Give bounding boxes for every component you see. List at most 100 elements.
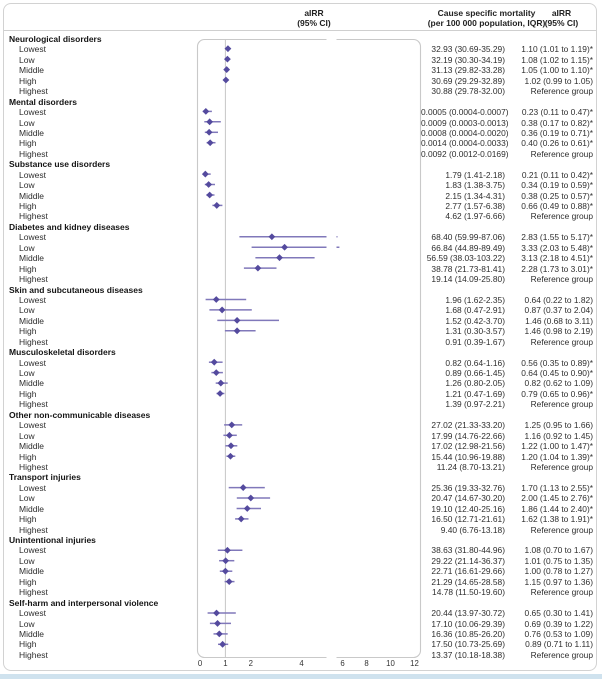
category-label: Musculoskeletal disorders <box>9 347 116 358</box>
table-row: Low 0.89 (0.66-1.45) 0.64 (0.45 to 0.90)* <box>4 368 596 378</box>
table-row: High 2.77 (1.57-6.38) 0.66 (0.49 to 0.88)* <box>4 201 596 211</box>
empty-cell <box>508 97 596 107</box>
quintile-label: Middle <box>19 315 45 326</box>
airr-value: Reference group <box>530 461 593 472</box>
mortality-value: 1.21 (0.47-1.69) <box>445 388 505 399</box>
table-row: Highest 1.39 (0.97-2.21) Reference group <box>4 399 596 409</box>
plot-space <box>197 180 421 190</box>
airr-value: 1.02 (0.99 to 1.05) <box>524 75 593 86</box>
quintile-label: Highest <box>19 649 48 660</box>
mortality-value: 11.24 (8.70-13.21) <box>436 461 505 472</box>
airr-value: 0.65 (0.30 to 1.41) <box>524 608 593 619</box>
quintile-label: Lowest <box>19 545 46 556</box>
table-row: Low 32.19 (30.30-34.19) 1.08 (1.02 to 1.15… <box>4 55 596 65</box>
empty-cell <box>421 347 508 357</box>
plot-space <box>197 545 421 555</box>
category-label: Neurological disorders <box>9 34 102 44</box>
table-row: High 38.78 (21.73-81.41) 2.28 (1.73 to 3.0… <box>4 264 596 274</box>
airr-value: Reference group <box>530 399 593 410</box>
category-label: Transport injuries <box>9 472 81 483</box>
quintile-label: Middle <box>19 503 45 514</box>
table-row: Lowest 0.82 (0.64-1.16) 0.56 (0.35 to 0.89… <box>4 358 596 368</box>
mortality-value: 15.44 (10.96-19.88) <box>431 451 505 462</box>
mortality-value: 0.0009 (0.0003-0.0013) <box>421 117 509 128</box>
quintile-label: Highest <box>19 524 48 535</box>
airr-value: Reference group <box>530 211 593 222</box>
plot-space <box>197 149 421 159</box>
airr-value: 0.64 (0.45 to 0.90)* <box>521 368 593 378</box>
quintile-label: Low <box>19 618 35 629</box>
empty-cell <box>421 222 508 232</box>
category-label: Other non-communicable diseases <box>9 409 151 420</box>
plot-space <box>197 65 421 75</box>
plot-column-header-line1: aIRR <box>304 8 324 18</box>
airr-value: 0.21 (0.11 to 0.42)* <box>521 169 593 180</box>
airr-value: 0.34 (0.19 to 0.59)* <box>521 180 593 191</box>
table-row: High 30.69 (29.29-32.89) 1.02 (0.99 to 1.0… <box>4 76 596 86</box>
table-row: Low 66.84 (44.89-89.49) 3.33 (2.03 to 5.48… <box>4 243 596 253</box>
empty-cell <box>421 598 508 608</box>
table-row: Lowest 32.93 (30.69-35.29) 1.10 (1.01 to 1… <box>4 44 596 54</box>
airr-value: Reference group <box>530 86 593 97</box>
axis-tick-label: 12 <box>410 659 419 668</box>
quintile-label: High <box>19 388 37 399</box>
mortality-value: 17.99 (14.76-22.66) <box>431 430 505 441</box>
plot-space <box>197 556 421 566</box>
plot-space <box>197 608 421 618</box>
mortality-value: 1.68 (0.47-2.91) <box>445 305 505 316</box>
section-row: Neurological disorders <box>4 34 596 44</box>
table-row: Lowest 0.0005 (0.0004-0.0007) 0.23 (0.11 t… <box>4 107 596 117</box>
plot-space <box>197 86 421 96</box>
quintile-label: Middle <box>19 441 45 452</box>
table-row: Highest 4.62 (1.97-6.66) Reference group <box>4 211 596 221</box>
plot-space <box>197 514 421 524</box>
header-divider <box>4 30 596 31</box>
airr-value: 0.82 (0.62 to 1.09) <box>524 378 593 389</box>
quintile-label: High <box>19 514 37 525</box>
axis-tick-label: 8 <box>364 659 369 668</box>
plot-space <box>197 264 421 274</box>
quintile-label: Lowest <box>19 232 46 243</box>
airr-value: 1.20 (1.04 to 1.39)* <box>521 451 593 462</box>
plot-space <box>197 337 421 347</box>
plot-space <box>197 483 421 493</box>
section-row: Unintentional injuries <box>4 535 596 545</box>
plot-space <box>197 347 421 357</box>
plot-space <box>197 253 421 263</box>
plot-space <box>197 305 421 315</box>
table-row: Middle 22.71 (16.61-29.66) 1.00 (0.78 to 1… <box>4 566 596 576</box>
mortality-value: 1.83 (1.38-3.75) <box>445 180 505 191</box>
plot-space <box>197 222 421 232</box>
plot-space <box>197 138 421 148</box>
quintile-label: Middle <box>19 378 45 389</box>
mortality-value: 17.02 (12.98-21.56) <box>431 441 505 452</box>
plot-space <box>197 619 421 629</box>
quintile-label: Highest <box>19 274 48 285</box>
table-row: Middle 1.26 (0.80-2.05) 0.82 (0.62 to 1.09… <box>4 378 596 388</box>
plot-space <box>197 587 421 597</box>
airr-value: Reference group <box>530 336 593 347</box>
airr-value: Reference group <box>530 649 593 660</box>
airr-value: 0.40 (0.26 to 0.61)* <box>521 138 593 149</box>
plot-space <box>197 34 421 44</box>
table-row: Lowest 68.40 (59.99-87.06) 2.83 (1.55 to 5… <box>4 232 596 242</box>
airr-value: 0.66 (0.49 to 0.88)* <box>521 201 593 211</box>
table-row: Low 1.83 (1.38-3.75) 0.34 (0.19 to 0.59)* <box>4 180 596 190</box>
table-row: Middle 16.36 (10.85-26.20) 0.76 (0.53 to 1… <box>4 629 596 639</box>
mortality-value: 1.79 (1.41-2.18) <box>445 169 505 180</box>
empty-cell <box>508 34 596 44</box>
plot-space <box>197 107 421 117</box>
category-label: Mental disorders <box>9 96 78 107</box>
quintile-label: Lowest <box>19 482 46 493</box>
quintile-label: High <box>19 75 37 86</box>
airr-value: 0.23 (0.11 to 0.47)* <box>521 107 593 118</box>
mortality-value: 38.63 (31.80-44.96) <box>431 545 505 556</box>
table-row: Middle 31.13 (29.82-33.28) 1.05 (1.00 to 1… <box>4 65 596 75</box>
quintile-label: Low <box>19 242 35 253</box>
plot-space <box>197 577 421 587</box>
mortality-value: 38.78 (21.73-81.41) <box>431 263 505 274</box>
axis-tick-label: 6 <box>340 659 345 668</box>
table-row: Highest 13.37 (10.18-18.38) Reference grou… <box>4 650 596 660</box>
airr-value: 1.05 (1.00 to 1.10)* <box>521 65 593 76</box>
mortality-value: 21.29 (14.65-28.58) <box>431 576 505 587</box>
